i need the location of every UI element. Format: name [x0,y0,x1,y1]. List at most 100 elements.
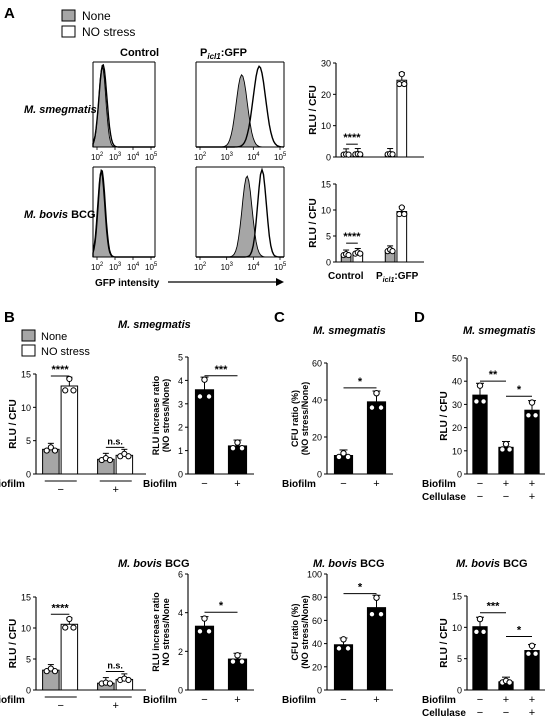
chart-point [196,628,204,635]
chart-point [205,393,213,400]
col-header-picl: Picl1:GFP [200,47,247,61]
chart-point [401,210,408,218]
chart-point [238,444,246,452]
chart-ylabel-line2: (NO stress/None) [161,379,171,453]
chart-point [373,594,380,601]
chart-xtick-biofilm: + [503,694,509,706]
chart-xtick-label: − [340,478,346,490]
chart-xlabel-cellulase: Cellulase [422,708,466,716]
chart-ytick-label: 5 [326,232,331,242]
histogram-tick-label: 104 [127,152,140,162]
title-c-bovis: M. bovis BCG [313,558,385,570]
chart-sig-label: *** [215,364,229,376]
chart-ytick-label: 4 [178,376,183,386]
chart-ylabel-line1: RLU increase ratio [151,592,161,672]
chart-xtick-label: − [340,694,346,706]
chart-ytick-label: 10 [452,623,462,633]
chart-point [476,615,484,623]
histogram-tick-label: 103 [109,152,122,162]
chart-ytick-label: 15 [321,180,331,190]
col-header-control: Control [120,47,159,59]
chart-sig-label: * [358,376,363,388]
chart-ytick-label: 2 [178,647,183,657]
chart-point [229,444,237,452]
histogram-stress-peak [196,167,284,258]
chart-xlabel-biofilm: Biofilm [0,695,25,706]
chart-ytick-label: 0 [326,258,331,268]
chart-ytick-label: 5 [178,353,183,363]
chart-ytick-label: 50 [452,354,462,364]
chart-ylabel: RLU / CFU [439,618,450,667]
chart-ytick-label: 0 [178,686,183,696]
histogram-tick-label: 102 [91,262,104,272]
chart-sig-label: **** [52,602,70,614]
histogram-tick-label: 103 [221,152,234,162]
chart-ylabel-line2: (NO stress/None) [300,382,310,456]
chart-bar [333,644,354,691]
chart-ylabel: RLU / CFU [308,85,319,134]
chart-ytick-label: 0 [317,686,322,696]
chart-ytick-label: 15 [21,370,31,380]
chart-point [205,628,213,635]
title-d-bovis: M. bovis BCG [456,558,528,570]
chart-point [389,151,396,158]
chart-ytick-label: 0 [26,470,31,480]
chart-point [335,645,343,652]
chart-ytick-label: 30 [321,59,331,69]
chart-ylabel: RLU / CFU [308,198,319,247]
chart-bar [366,607,387,691]
chart-point [401,80,408,88]
chart-point [340,636,347,643]
chart-ytick-label: 20 [312,433,322,443]
chart-sig-label: **** [343,132,361,144]
histogram-stress-peak [92,169,155,258]
chart-xtick-label: − [201,694,207,706]
chart-bar [472,394,488,475]
histogram-tick-label: 104 [247,152,260,162]
histogram-tick-label: 105 [145,262,158,272]
chart-xlabel-biofilm: Biofilm [143,479,177,490]
legend-b-label-none: None [41,331,67,343]
chart-ytick-label: 5 [457,654,462,664]
histogram-stress-peak [92,63,155,148]
chart-point [377,611,385,618]
chart-point [525,412,532,419]
histogram-tick-label: 104 [127,262,140,272]
chart-ytick-label: 6 [178,570,183,580]
histogram-tick-label: 102 [194,262,207,272]
chart-point [368,611,376,618]
chart-point [238,658,246,665]
chart-xtick-biofilm: − [477,478,483,490]
chart-sig-label: ** [489,369,498,381]
chart-ytick-label: 1 [178,446,183,456]
chart-point [234,439,241,446]
chart-B-bovis-1: 0 5 10 15 RLU / CFU − + Biofilm **** n.s. [0,593,146,712]
chart-point [234,652,241,659]
legend-swatch-none [61,9,76,22]
chart-ytick-label: 15 [21,593,31,603]
chart-point [377,404,385,411]
chart-xtick-cellulase: − [503,491,509,503]
chart-point [125,676,132,684]
chart-sig-label: **** [52,364,70,376]
chart-xlabel-biofilm: Biofilm [422,479,456,490]
chart-point [51,668,59,675]
chart-ytick-label: 20 [312,662,322,672]
chart-ylabel-line1: CFU ratio (%) [290,390,300,447]
chart-sig-label: n.s. [107,436,123,446]
chart-ytick-label: 20 [452,423,462,433]
chart-xtick-cellulase: − [477,491,483,503]
chart-ytick-label: 60 [312,616,322,626]
chart-xlabel-biofilm: Biofilm [0,479,25,490]
chart-point [532,650,539,657]
chart-bar [524,409,540,475]
chart-bar-stress [396,79,408,158]
chart-point [480,398,487,405]
chart-ytick-label: 0 [178,470,183,480]
chart-ytick-label: 0 [457,470,462,480]
title-c-smeg: M. smegmatis [313,325,386,337]
chart-point [106,456,114,464]
chart-bar [194,625,215,691]
